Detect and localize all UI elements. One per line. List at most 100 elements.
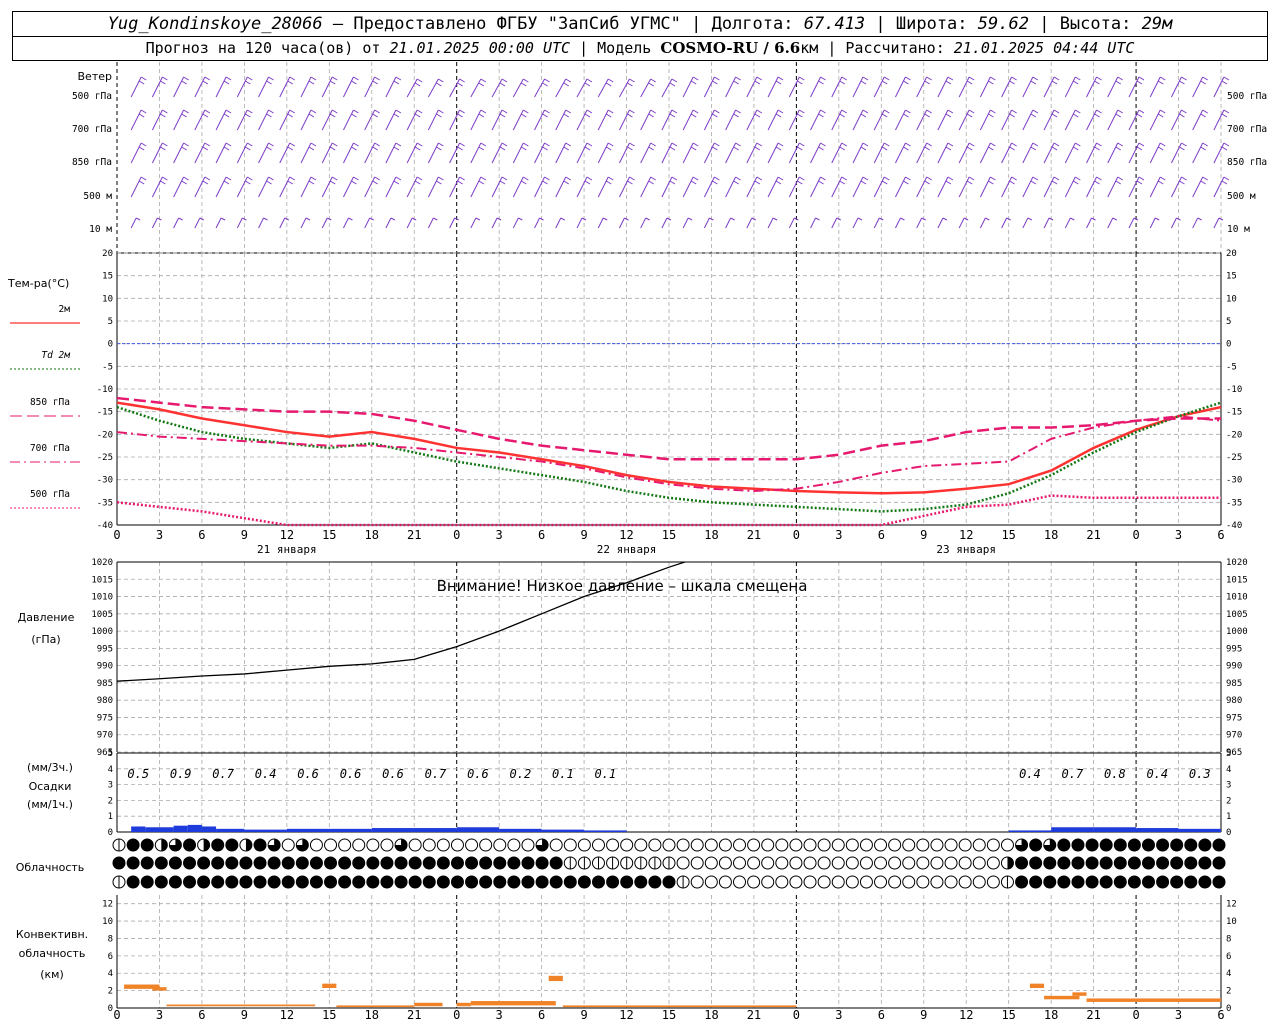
conv-title-1: Конвективн.	[16, 928, 88, 941]
wind-barb-flag	[1200, 113, 1206, 118]
wind-barb-flag	[1157, 180, 1164, 185]
wind-barb	[151, 217, 158, 229]
cloud-fill	[296, 876, 309, 888]
wind-barb	[151, 109, 163, 131]
wind-barb	[385, 176, 397, 198]
wind-barb-flag	[1096, 176, 1102, 181]
wind-barb-flag	[287, 113, 294, 118]
wind-barb	[555, 78, 567, 98]
wind-barb	[300, 109, 312, 131]
hour-label-bottom: 0	[453, 1008, 460, 1022]
wind-barb-flag	[416, 78, 423, 83]
precip-total: 0.4	[1146, 767, 1168, 781]
cloud-symbol	[676, 856, 690, 870]
wind-barb-flag	[586, 78, 593, 83]
cloud-symbol	[747, 856, 761, 870]
wind-barb	[236, 76, 248, 98]
cloud-fill	[338, 876, 351, 888]
y-tick-left: 995	[97, 644, 113, 654]
cloud-fill	[507, 876, 520, 888]
cloud-symbol	[1000, 838, 1014, 852]
wind-barb-flag	[714, 176, 720, 181]
conv-bar	[1086, 998, 1221, 1002]
wind-barb	[1043, 76, 1055, 98]
cloud-fill	[1029, 839, 1042, 851]
wind-barb-flag	[777, 176, 784, 181]
wind-barb	[321, 109, 333, 131]
wind-barb-flag	[223, 80, 230, 85]
wind-barb-flag	[1091, 217, 1096, 221]
cloud-symbol	[958, 838, 972, 852]
wind-barb-flag	[1179, 80, 1185, 85]
precip-total: 0.1	[594, 767, 616, 781]
wind-barb	[767, 176, 779, 198]
wind-barb	[1022, 109, 1034, 131]
cloud-fill	[254, 876, 267, 888]
wind-barb	[703, 217, 710, 229]
wind-barb	[279, 109, 291, 131]
wind-barb	[831, 142, 843, 164]
wind-barb-flag	[204, 142, 211, 147]
cloud-symbol	[902, 875, 916, 889]
y-tick-right: 1015	[1226, 575, 1248, 585]
day-label: 22 января	[597, 543, 657, 556]
y-tick-right: 0	[1226, 1004, 1231, 1014]
y-tick-right: -35	[1226, 498, 1242, 508]
wind-barb	[895, 217, 901, 229]
wind-barb-flag	[735, 142, 741, 147]
cloud-symbol	[450, 838, 464, 852]
wind-barb	[151, 76, 163, 98]
wind-barb-flag	[289, 142, 296, 147]
wind-barb	[640, 176, 652, 198]
cloud-fill	[1213, 876, 1225, 888]
wind-barb-flag	[730, 217, 735, 221]
wind-barb	[555, 109, 567, 131]
conv-bar	[322, 983, 337, 989]
wind-barb-flag	[308, 80, 315, 85]
wind-barb-flag	[1181, 142, 1187, 147]
y-tick-right: 0	[1226, 340, 1231, 350]
wind-barb-flag	[1179, 180, 1185, 185]
y-tick-left: 1	[108, 812, 113, 822]
cloud-fill	[1043, 839, 1056, 852]
wind-barb	[958, 109, 970, 131]
cloud-fill	[550, 876, 563, 888]
wind-barb-flag	[331, 76, 338, 81]
cloud-symbol	[648, 838, 662, 852]
cloud-fill	[550, 857, 563, 869]
wind-barb-flag	[181, 80, 187, 85]
wind-barb-flag	[1202, 176, 1208, 181]
hour-label: 0	[113, 528, 120, 542]
wind-barb-flag	[1117, 76, 1124, 81]
precip-unit1: (мм/1ч.)	[27, 798, 73, 811]
y-tick-right: 10	[1226, 917, 1237, 927]
cloud-fill	[239, 876, 252, 888]
wind-barb-flag	[1032, 109, 1039, 114]
wind-barb-flag	[650, 109, 656, 114]
wind-barb-flag	[900, 217, 905, 221]
precip-bar	[131, 826, 146, 832]
wind-barb-flag	[988, 146, 994, 151]
cloud-fill	[1198, 839, 1211, 851]
hour-label: 12	[619, 528, 633, 542]
wind-barb	[895, 142, 906, 164]
wind-barb-flag	[268, 76, 274, 81]
wind-barb-flag	[777, 109, 784, 114]
cloud-symbol	[507, 838, 521, 852]
hour-label: 18	[365, 528, 379, 542]
cloud-fill	[211, 857, 224, 869]
wind-barb	[1086, 109, 1097, 131]
cloud-title: Облачность	[16, 861, 85, 874]
wind-barb-flag	[881, 146, 888, 151]
wind-barb-flag	[1075, 142, 1081, 147]
wind-barb	[449, 142, 461, 164]
y-tick-left: 2	[108, 987, 113, 997]
wind-barb-flag	[521, 146, 527, 151]
cloud-fill	[1114, 857, 1127, 869]
wind-barb-flag	[284, 217, 289, 221]
wind-barb	[1107, 76, 1119, 98]
wind-barb-flag	[202, 180, 209, 185]
wind-barb-flag	[518, 217, 523, 221]
wind-barb-flag	[331, 109, 338, 114]
wind-barb-flag	[438, 176, 444, 181]
